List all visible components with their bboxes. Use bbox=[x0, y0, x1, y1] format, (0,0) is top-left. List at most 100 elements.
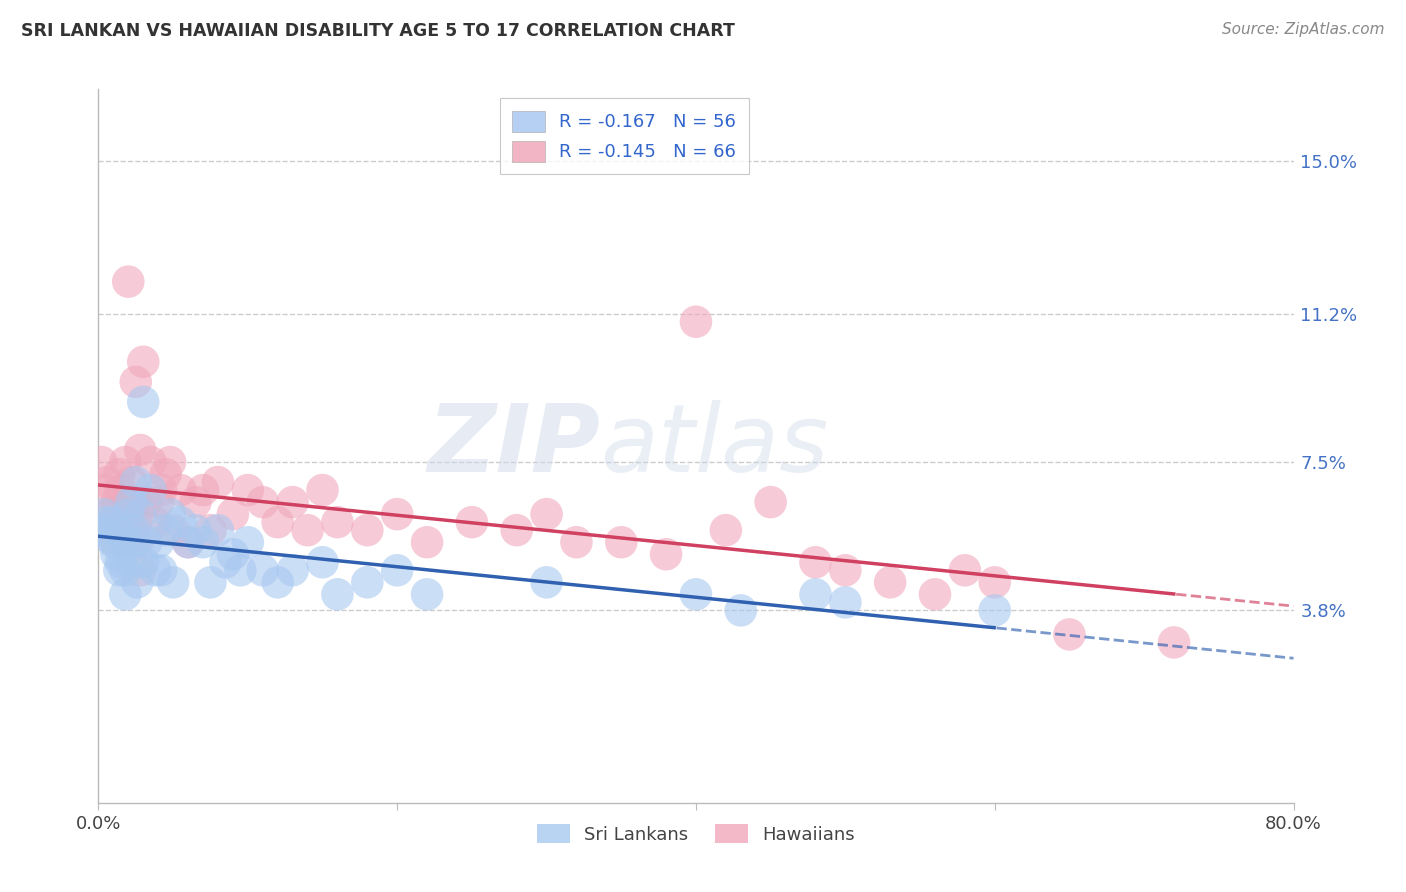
Point bbox=[96, 515, 118, 529]
Point bbox=[461, 515, 484, 529]
Text: SRI LANKAN VS HAWAIIAN DISABILITY AGE 5 TO 17 CORRELATION CHART: SRI LANKAN VS HAWAIIAN DISABILITY AGE 5 … bbox=[21, 22, 735, 40]
Point bbox=[536, 575, 558, 590]
Point bbox=[416, 587, 439, 601]
Point bbox=[120, 475, 142, 489]
Point bbox=[385, 507, 409, 521]
Point bbox=[214, 555, 236, 569]
Point bbox=[120, 555, 142, 569]
Point bbox=[155, 523, 177, 537]
Point bbox=[879, 575, 901, 590]
Point bbox=[169, 515, 191, 529]
Point bbox=[111, 515, 134, 529]
Point bbox=[326, 515, 349, 529]
Point bbox=[105, 547, 128, 561]
Point bbox=[148, 535, 170, 549]
Point bbox=[135, 495, 157, 509]
Point bbox=[124, 495, 146, 509]
Point bbox=[326, 587, 349, 601]
Point bbox=[125, 475, 148, 489]
Point bbox=[162, 575, 184, 590]
Point bbox=[1163, 635, 1185, 649]
Point bbox=[252, 495, 274, 509]
Point bbox=[184, 495, 207, 509]
Point bbox=[207, 523, 229, 537]
Point bbox=[159, 455, 181, 469]
Point bbox=[108, 563, 131, 577]
Point bbox=[191, 483, 214, 497]
Point bbox=[110, 483, 132, 497]
Point bbox=[114, 587, 136, 601]
Point bbox=[108, 467, 131, 481]
Point bbox=[108, 523, 131, 537]
Point bbox=[177, 535, 200, 549]
Point bbox=[655, 547, 678, 561]
Point bbox=[177, 535, 200, 549]
Point bbox=[536, 507, 558, 521]
Point bbox=[132, 355, 155, 369]
Point bbox=[159, 507, 181, 521]
Point bbox=[200, 523, 222, 537]
Point bbox=[111, 535, 134, 549]
Point bbox=[90, 523, 112, 537]
Point bbox=[506, 523, 529, 537]
Point bbox=[129, 442, 152, 457]
Point bbox=[125, 535, 148, 549]
Point bbox=[162, 523, 184, 537]
Point bbox=[150, 483, 173, 497]
Point bbox=[129, 507, 152, 521]
Point bbox=[114, 563, 136, 577]
Point bbox=[953, 563, 976, 577]
Point bbox=[565, 535, 588, 549]
Point bbox=[229, 563, 252, 577]
Point bbox=[281, 563, 304, 577]
Point bbox=[139, 455, 162, 469]
Point bbox=[356, 523, 378, 537]
Point bbox=[155, 467, 177, 481]
Point bbox=[117, 495, 139, 509]
Point bbox=[105, 495, 128, 509]
Point bbox=[222, 507, 245, 521]
Point bbox=[127, 575, 149, 590]
Point bbox=[114, 535, 136, 549]
Point bbox=[759, 495, 782, 509]
Point bbox=[924, 587, 946, 601]
Point bbox=[834, 563, 856, 577]
Point bbox=[385, 563, 409, 577]
Point bbox=[98, 531, 122, 545]
Point bbox=[93, 507, 115, 521]
Text: Source: ZipAtlas.com: Source: ZipAtlas.com bbox=[1222, 22, 1385, 37]
Point bbox=[120, 495, 142, 509]
Point bbox=[311, 555, 333, 569]
Point bbox=[267, 575, 290, 590]
Point bbox=[108, 523, 131, 537]
Point bbox=[110, 555, 132, 569]
Point bbox=[610, 535, 633, 549]
Point bbox=[125, 375, 148, 389]
Point bbox=[143, 515, 166, 529]
Point bbox=[184, 523, 207, 537]
Point bbox=[96, 475, 118, 489]
Point bbox=[120, 523, 142, 537]
Point bbox=[804, 555, 827, 569]
Point bbox=[222, 547, 245, 561]
Point bbox=[150, 563, 173, 577]
Point bbox=[207, 475, 229, 489]
Point bbox=[117, 535, 139, 549]
Point bbox=[252, 563, 274, 577]
Point bbox=[356, 575, 378, 590]
Point bbox=[311, 483, 333, 497]
Text: ZIP: ZIP bbox=[427, 400, 600, 492]
Point bbox=[804, 587, 827, 601]
Point bbox=[267, 515, 290, 529]
Point bbox=[984, 603, 1007, 617]
Point bbox=[135, 535, 157, 549]
Point bbox=[103, 515, 125, 529]
Point bbox=[105, 535, 128, 549]
Point bbox=[127, 535, 149, 549]
Point bbox=[125, 515, 148, 529]
Point bbox=[132, 395, 155, 409]
Point bbox=[129, 563, 152, 577]
Point bbox=[1059, 627, 1081, 641]
Point bbox=[114, 455, 136, 469]
Point bbox=[103, 535, 125, 549]
